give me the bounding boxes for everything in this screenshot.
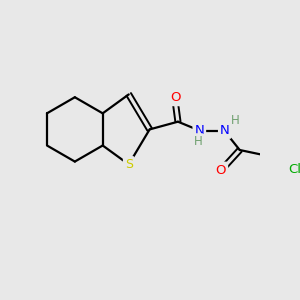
Text: Cl: Cl [289, 163, 300, 176]
Text: H: H [194, 135, 202, 148]
Text: H: H [231, 114, 239, 128]
Text: O: O [170, 91, 181, 104]
Text: O: O [216, 164, 226, 177]
Text: S: S [125, 158, 133, 171]
Text: N: N [194, 124, 204, 137]
Text: N: N [220, 124, 230, 137]
